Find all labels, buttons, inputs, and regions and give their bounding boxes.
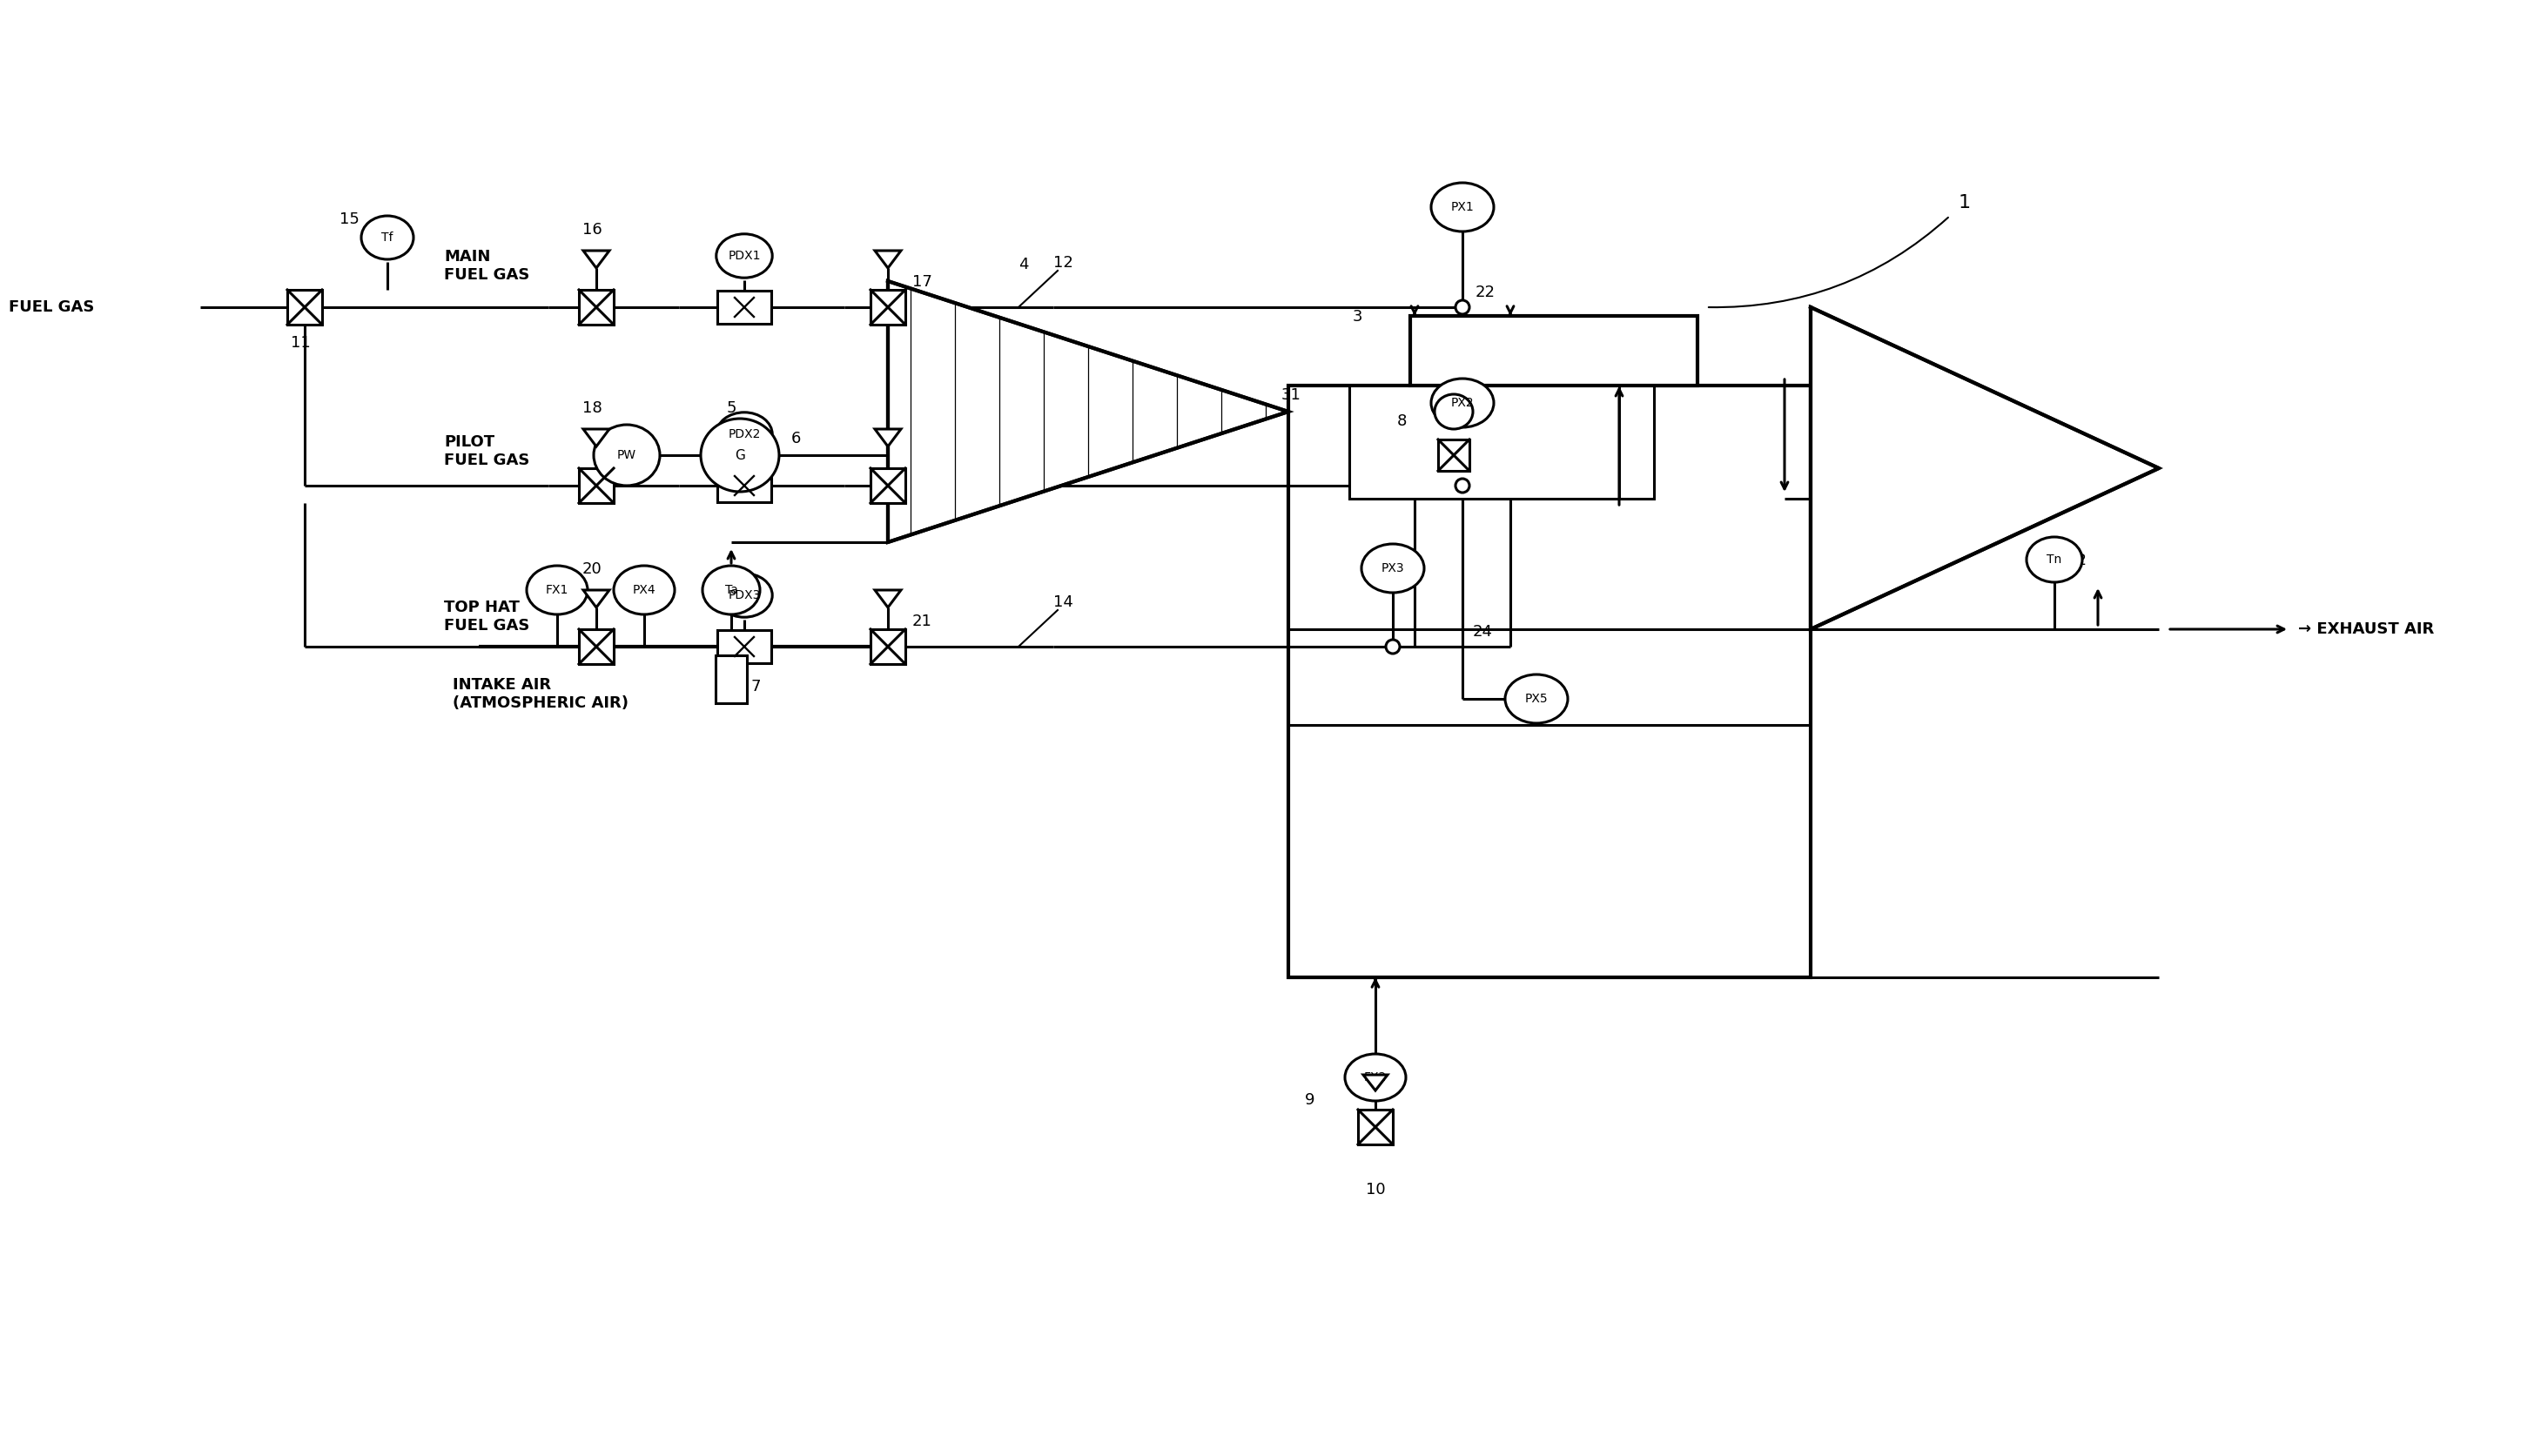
Text: 20: 20: [582, 562, 602, 577]
Polygon shape: [887, 281, 1288, 542]
Bar: [1349, 386, 1654, 498]
Ellipse shape: [1431, 379, 1494, 427]
Ellipse shape: [1362, 545, 1423, 593]
Text: PDX1: PDX1: [727, 250, 760, 262]
Circle shape: [1456, 300, 1469, 314]
Text: 19: 19: [912, 453, 933, 469]
Ellipse shape: [1436, 395, 1474, 430]
Text: 8: 8: [1398, 414, 1408, 430]
Text: 15: 15: [340, 211, 358, 227]
Ellipse shape: [717, 574, 772, 617]
Text: 7: 7: [750, 678, 760, 695]
Text: 32: 32: [2068, 553, 2089, 568]
Text: 23: 23: [1476, 463, 1497, 479]
Text: PDX3: PDX3: [729, 590, 760, 601]
Text: PDX2: PDX2: [729, 428, 760, 440]
Text: PX1: PX1: [1451, 201, 1474, 213]
Bar: [717, 469, 772, 502]
Text: 11: 11: [290, 335, 310, 351]
Text: → EXHAUST AIR: → EXHAUST AIR: [2297, 622, 2434, 638]
Text: 6: 6: [790, 431, 800, 447]
Bar: [1288, 386, 1812, 977]
Ellipse shape: [595, 425, 661, 486]
Ellipse shape: [1344, 1054, 1405, 1101]
Bar: [579, 469, 615, 502]
Bar: [1410, 316, 1697, 386]
Ellipse shape: [1504, 674, 1568, 724]
Text: 5: 5: [727, 400, 737, 416]
Bar: [872, 469, 905, 502]
Text: TOP HAT
FUEL GAS: TOP HAT FUEL GAS: [445, 600, 529, 633]
Text: MAIN
FUEL GAS: MAIN FUEL GAS: [445, 249, 529, 282]
Text: 24: 24: [1474, 625, 1494, 639]
Text: INTAKE AIR
(ATMOSPHERIC AIR): INTAKE AIR (ATMOSPHERIC AIR): [452, 677, 628, 711]
Text: 18: 18: [582, 400, 602, 416]
Polygon shape: [584, 250, 610, 268]
Text: Tn: Tn: [2048, 553, 2061, 566]
Ellipse shape: [361, 215, 414, 259]
Text: 31: 31: [1281, 387, 1301, 403]
Bar: [287, 290, 323, 325]
Text: PX4: PX4: [633, 584, 656, 596]
Text: PW: PW: [617, 448, 635, 462]
Text: 4: 4: [1019, 256, 1029, 272]
Text: PX2: PX2: [1451, 397, 1474, 409]
Bar: [579, 629, 615, 664]
Bar: [717, 291, 772, 323]
Bar: [579, 290, 615, 325]
Text: Tf: Tf: [381, 232, 394, 243]
Ellipse shape: [701, 566, 760, 614]
Polygon shape: [874, 250, 902, 268]
Text: 3: 3: [1352, 309, 1362, 325]
Bar: [872, 290, 905, 325]
Text: FX2: FX2: [1365, 1072, 1387, 1083]
Text: 9: 9: [1304, 1092, 1314, 1108]
Text: 12: 12: [1055, 255, 1072, 271]
Text: 10: 10: [1365, 1182, 1385, 1197]
Bar: [717, 655, 747, 703]
Text: Ta: Ta: [724, 584, 737, 596]
Text: FUEL GAS: FUEL GAS: [8, 300, 94, 314]
Polygon shape: [1812, 307, 2160, 629]
Text: 13: 13: [1055, 434, 1072, 448]
Ellipse shape: [717, 412, 772, 456]
Polygon shape: [584, 590, 610, 607]
Ellipse shape: [701, 419, 780, 492]
Polygon shape: [874, 590, 902, 607]
Circle shape: [1456, 479, 1469, 492]
Text: PX5: PX5: [1525, 693, 1547, 705]
Bar: [1357, 1109, 1392, 1144]
Ellipse shape: [1431, 183, 1494, 232]
Text: 14: 14: [1055, 594, 1072, 610]
Bar: [872, 629, 905, 664]
Bar: [1438, 440, 1469, 470]
Ellipse shape: [717, 234, 772, 278]
Ellipse shape: [2028, 537, 2081, 582]
Text: 1: 1: [1959, 194, 1972, 211]
Polygon shape: [874, 430, 902, 447]
Text: 22: 22: [1476, 284, 1497, 300]
Text: 17: 17: [912, 274, 933, 290]
Text: 2: 2: [1822, 427, 1832, 443]
Text: 21: 21: [912, 613, 933, 629]
Text: PILOT
FUEL GAS: PILOT FUEL GAS: [445, 434, 529, 469]
Text: 16: 16: [582, 221, 602, 237]
Text: PX3: PX3: [1382, 562, 1405, 575]
Bar: [717, 630, 772, 662]
Text: G: G: [734, 448, 745, 462]
Ellipse shape: [615, 566, 676, 614]
Polygon shape: [584, 430, 610, 447]
Polygon shape: [1362, 1075, 1387, 1091]
Circle shape: [1385, 639, 1400, 654]
Text: FX1: FX1: [546, 584, 569, 596]
Ellipse shape: [526, 566, 587, 614]
